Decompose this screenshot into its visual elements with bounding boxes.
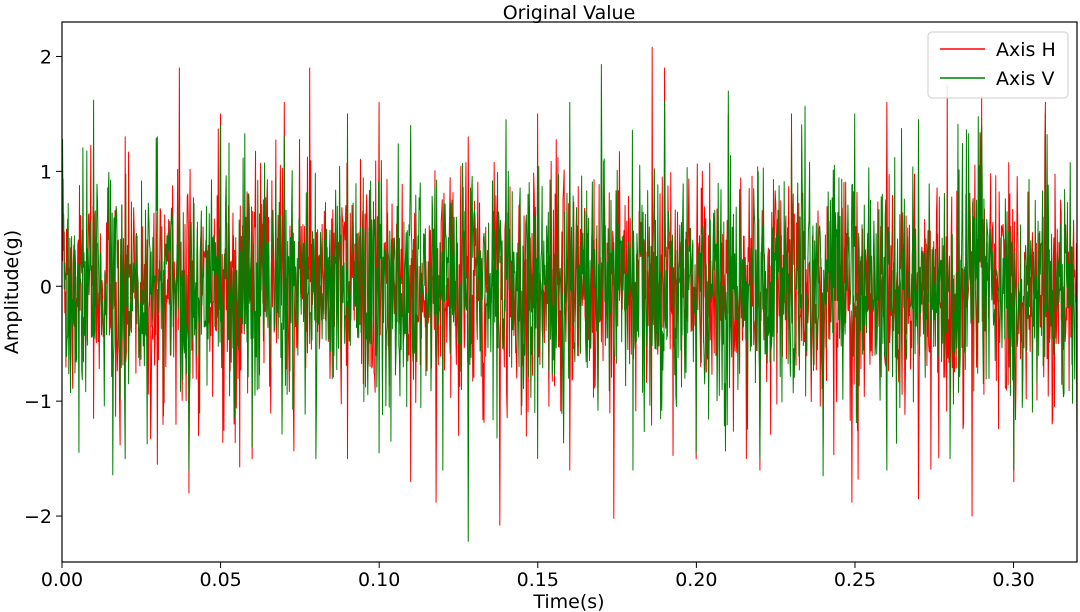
x-tick-label: 0.15 (517, 569, 559, 591)
legend-label-axis-v: Axis V (996, 68, 1054, 90)
y-tick-label: 2 (40, 46, 52, 68)
series-line-axis-v (61, 64, 1078, 542)
x-tick-label: 0.25 (834, 569, 876, 591)
x-tick-label: 0.20 (675, 569, 717, 591)
x-tick-label: 0.10 (358, 569, 400, 591)
y-tick-label: 1 (40, 161, 52, 183)
y-axis-label: Amplitude(g) (1, 230, 23, 354)
x-tick-label: 0.00 (41, 569, 83, 591)
x-tick-label: 0.30 (992, 569, 1034, 591)
x-axis: 0.00 0.05 0.10 0.15 0.20 0.25 0.30 (41, 562, 1035, 591)
x-tick-label: 0.05 (199, 569, 241, 591)
y-tick-label: −1 (24, 391, 52, 413)
y-tick-label: −2 (24, 506, 52, 528)
y-axis: 2 1 0 −1 −2 (24, 46, 62, 528)
x-axis-label: Time(s) (532, 591, 604, 612)
series-layer (61, 46, 1078, 542)
legend-label-axis-h: Axis H (996, 39, 1056, 61)
y-tick-label: 0 (40, 276, 52, 298)
chart-title: Original Value (503, 2, 636, 24)
plot-frame (61, 21, 1078, 563)
legend: Axis H Axis V (927, 31, 1069, 99)
